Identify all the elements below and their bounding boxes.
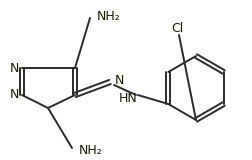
- Text: HN: HN: [118, 92, 137, 105]
- Text: N: N: [115, 73, 124, 87]
- Text: NH₂: NH₂: [79, 144, 102, 156]
- Text: N: N: [9, 61, 19, 75]
- Text: Cl: Cl: [170, 21, 182, 35]
- Text: NH₂: NH₂: [97, 9, 120, 23]
- Text: N: N: [9, 88, 19, 101]
